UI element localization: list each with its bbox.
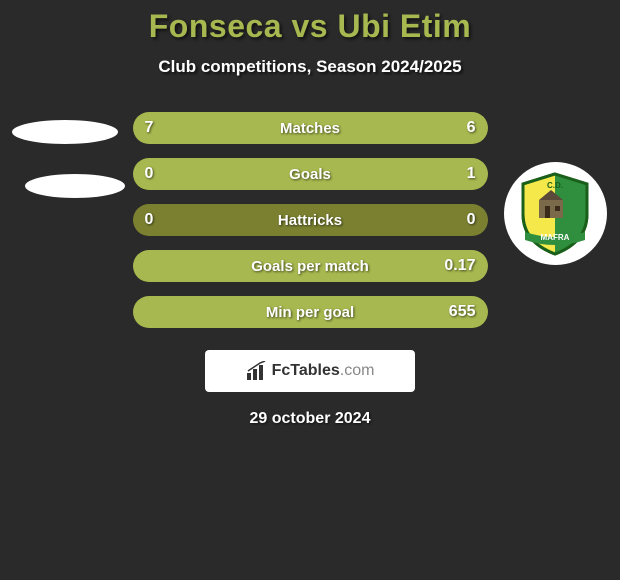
subtitle: Club competitions, Season 2024/2025: [0, 57, 620, 77]
stat-value-left: 0: [145, 211, 154, 229]
stat-bar: 7 6 Matches: [133, 112, 488, 144]
stat-bar: 0.17 Goals per match: [133, 250, 488, 282]
brand-name: FcTables: [272, 362, 340, 379]
stat-value-left: 7: [145, 119, 154, 137]
stat-label: Min per goal: [266, 304, 354, 321]
date-text: 29 october 2024: [0, 410, 620, 428]
stat-fill-right: [324, 112, 487, 144]
stat-value-left: 0: [145, 165, 154, 183]
club-badge: C.D. MAFRA: [504, 162, 607, 265]
brand-text: FcTables.com: [272, 362, 375, 380]
chart-icon: [246, 361, 268, 381]
stat-label: Goals per match: [251, 258, 369, 275]
shield-icon: C.D. MAFRA: [515, 170, 595, 258]
stat-label: Matches: [280, 120, 340, 137]
stat-value-right: 0: [467, 211, 476, 229]
stats-column: 7 6 Matches 0 1 Goals 0 0 Hattricks 0.17 Goals per…: [133, 112, 488, 328]
left-player-col: [8, 112, 123, 198]
stat-label: Hattricks: [278, 212, 342, 229]
stat-bar: 0 0 Hattricks: [133, 204, 488, 236]
stat-value-right: 1: [467, 165, 476, 183]
brand-suffix: .com: [340, 362, 375, 379]
badge-upper-text: C.D.: [547, 181, 563, 190]
stat-value-right: 6: [467, 119, 476, 137]
comparison-widget: Fonseca vs Ubi Etim Club competitions, S…: [0, 0, 620, 428]
stat-bar: 0 1 Goals: [133, 158, 488, 190]
badge-banner-text: MAFRA: [541, 233, 570, 242]
stat-bar: 655 Min per goal: [133, 296, 488, 328]
left-decor-ellipse-1: [12, 120, 118, 144]
stat-value-right: 655: [449, 303, 476, 321]
brand-box[interactable]: FcTables.com: [205, 350, 415, 392]
stat-label: Goals: [289, 166, 331, 183]
right-player-col: C.D. MAFRA: [498, 112, 613, 265]
left-decor-ellipse-2: [25, 174, 125, 198]
page-title: Fonseca vs Ubi Etim: [0, 8, 620, 45]
stat-value-right: 0.17: [444, 257, 475, 275]
main-row: 7 6 Matches 0 1 Goals 0 0 Hattricks 0.17 Goals per…: [0, 112, 620, 328]
